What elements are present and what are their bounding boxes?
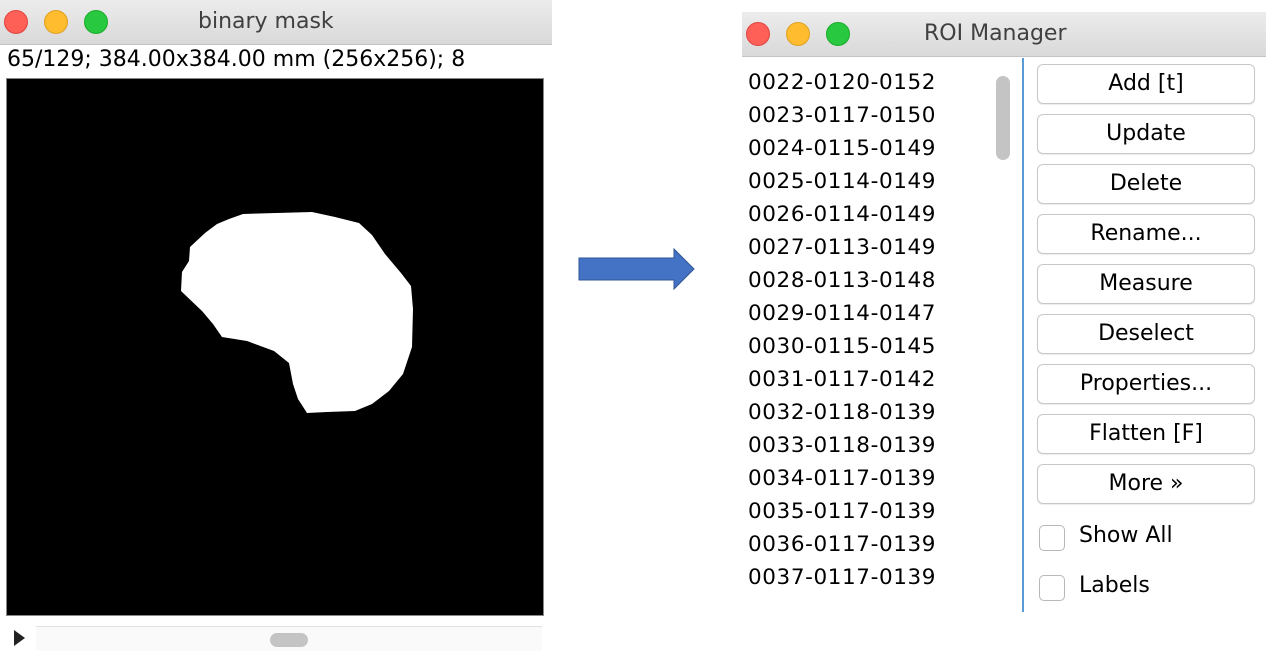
binary-mask-window: binary mask 65/129; 384.00x384.00 mm (25… xyxy=(0,0,552,656)
labels-label: Labels xyxy=(1079,573,1150,598)
list-item[interactable]: 0025-0114-0149 xyxy=(748,169,937,194)
list-item[interactable]: 0034-0117-0139 xyxy=(748,466,937,491)
list-item[interactable]: 0033-0118-0139 xyxy=(748,433,937,458)
list-item[interactable]: 0022-0120-0152 xyxy=(748,70,937,95)
delete-button[interactable]: Delete xyxy=(1037,164,1255,204)
right-arrow-icon xyxy=(578,248,695,290)
play-icon[interactable] xyxy=(14,630,25,646)
list-scrollbar-thumb[interactable] xyxy=(996,76,1010,160)
zoom-button[interactable] xyxy=(84,10,108,34)
list-item[interactable]: 0027-0113-0149 xyxy=(748,235,937,260)
image-info-bar: 65/129; 384.00x384.00 mm (256x256); 8 xyxy=(7,47,466,72)
list-item[interactable]: 0029-0114-0147 xyxy=(748,301,937,326)
labels-checkbox[interactable] xyxy=(1039,575,1065,601)
roi-manager-window: ROI Manager 0022-0120-0152 0023-0117-015… xyxy=(742,12,1266,612)
list-item[interactable]: 0037-0117-0139 xyxy=(748,565,937,590)
rename-button[interactable]: Rename... xyxy=(1037,214,1255,254)
slice-scrollbar-thumb[interactable] xyxy=(270,633,308,647)
roi-window-title: ROI Manager xyxy=(924,21,1067,46)
deselect-button[interactable]: Deselect xyxy=(1037,314,1255,354)
list-item[interactable]: 0031-0117-0142 xyxy=(748,367,937,392)
add-button[interactable]: Add [t] xyxy=(1037,64,1255,104)
zoom-button[interactable] xyxy=(826,22,850,46)
list-item[interactable]: 0036-0117-0139 xyxy=(748,532,937,557)
measure-button[interactable]: Measure xyxy=(1037,264,1255,304)
close-button[interactable] xyxy=(746,22,770,46)
properties-button[interactable]: Properties... xyxy=(1037,364,1255,404)
list-item[interactable]: 0026-0114-0149 xyxy=(748,202,937,227)
list-item[interactable]: 0023-0117-0150 xyxy=(748,103,937,128)
more-button[interactable]: More » xyxy=(1037,464,1255,504)
image-canvas[interactable] xyxy=(6,78,544,616)
list-item[interactable]: 0028-0113-0148 xyxy=(748,268,937,293)
roi-titlebar[interactable]: ROI Manager xyxy=(742,12,1266,57)
mask-window-title: binary mask xyxy=(198,9,334,34)
list-item[interactable]: 0032-0118-0139 xyxy=(748,400,937,425)
list-item[interactable]: 0024-0115-0149 xyxy=(748,136,937,161)
list-item[interactable]: 0030-0115-0145 xyxy=(748,334,937,359)
show-all-label: Show All xyxy=(1079,523,1173,548)
close-button[interactable] xyxy=(4,10,28,34)
minimize-button[interactable] xyxy=(786,22,810,46)
minimize-button[interactable] xyxy=(44,10,68,34)
slice-slider-bar xyxy=(0,622,552,656)
show-all-checkbox[interactable] xyxy=(1039,525,1065,551)
list-item[interactable]: 0035-0117-0139 xyxy=(748,499,937,524)
slice-scrollbar[interactable] xyxy=(36,626,542,651)
roi-list[interactable]: 0022-0120-0152 0023-0117-0150 0024-0115-… xyxy=(742,58,1024,612)
update-button[interactable]: Update xyxy=(1037,114,1255,154)
flatten-button[interactable]: Flatten [F] xyxy=(1037,414,1255,454)
mask-blob-image xyxy=(181,212,413,413)
mask-titlebar[interactable]: binary mask xyxy=(0,0,552,45)
